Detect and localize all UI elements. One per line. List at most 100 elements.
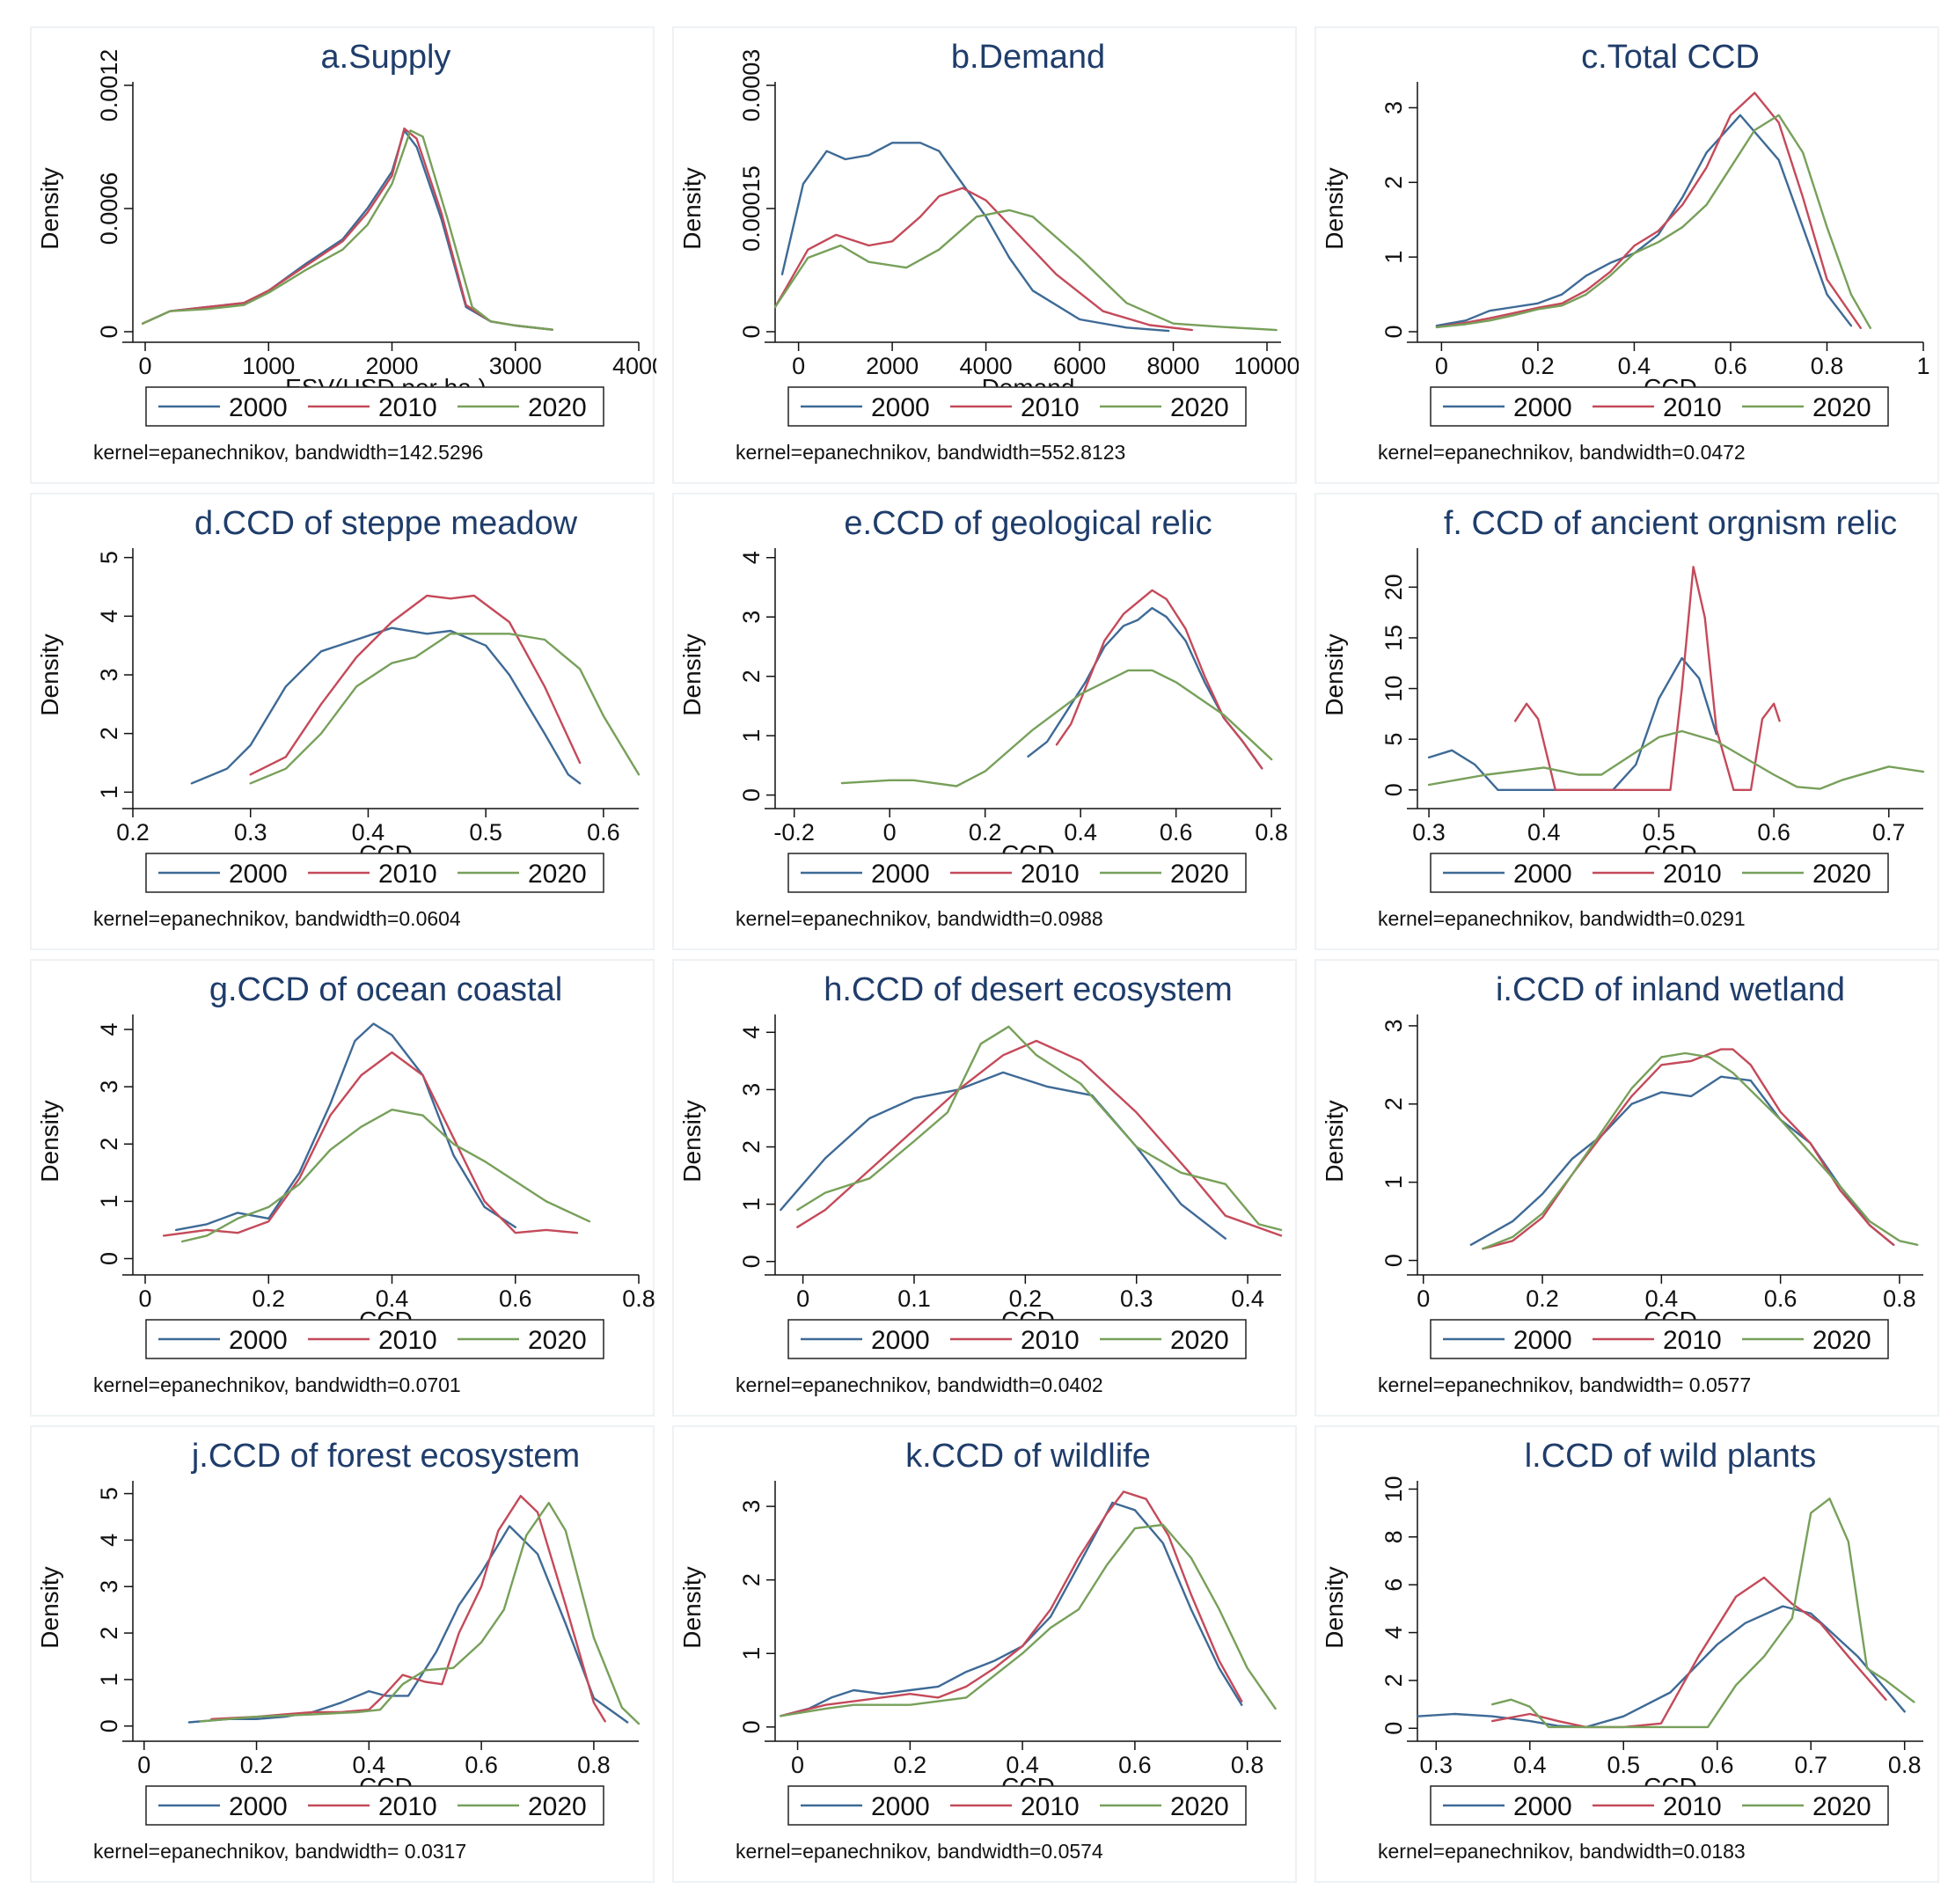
kernel-note: kernel=epanechnikov, bandwidth=0.0604 bbox=[93, 907, 461, 930]
y-tick-label: 0.0003 bbox=[738, 49, 765, 122]
y-tick-label: 3 bbox=[738, 611, 765, 624]
x-tick-label: 0 bbox=[137, 1752, 150, 1778]
y-tick-label: 0.0012 bbox=[96, 49, 122, 122]
legend-label: 2010 bbox=[1663, 393, 1722, 422]
y-axis-label: Density bbox=[678, 633, 706, 715]
legend-label: 2010 bbox=[378, 1792, 437, 1821]
kernel-note: kernel=epanechnikov, bandwidth=0.0402 bbox=[736, 1373, 1103, 1396]
y-axis-label: Density bbox=[678, 1566, 706, 1648]
chart-title: f. CCD of ancient orgnism relic bbox=[1444, 505, 1897, 542]
y-tick-label: 1 bbox=[738, 1647, 765, 1660]
y-tick-label: 0 bbox=[1380, 1254, 1407, 1267]
chart-title: i.CCD of inland wetland bbox=[1496, 971, 1845, 1008]
series-line-2000 bbox=[1427, 656, 1717, 791]
x-tick-label: 6000 bbox=[1053, 353, 1106, 379]
legend-label: 2000 bbox=[871, 1792, 930, 1821]
y-tick-label: 4 bbox=[96, 1023, 122, 1036]
series-line-2020 bbox=[773, 209, 1278, 332]
legend-label: 2000 bbox=[229, 393, 288, 422]
series-line-2020 bbox=[840, 669, 1273, 787]
x-tick-label: 0.3 bbox=[234, 819, 267, 846]
y-tick-label: 4 bbox=[738, 551, 765, 564]
x-tick-label: 0 bbox=[139, 353, 152, 379]
y-tick-label: 3 bbox=[738, 1500, 765, 1513]
x-tick-label: 0 bbox=[1417, 1285, 1430, 1312]
kernel-note: kernel=epanechnikov, bandwidth=0.0183 bbox=[1378, 1840, 1746, 1863]
series-line-2020 bbox=[199, 1501, 641, 1725]
y-axis-label: Density bbox=[678, 167, 706, 249]
legend-box bbox=[787, 1785, 1247, 1826]
legend-label: 2000 bbox=[229, 1326, 288, 1355]
legend-label: 2020 bbox=[1170, 1792, 1229, 1821]
legend-label: 2000 bbox=[871, 860, 930, 889]
series-line-2000 bbox=[190, 626, 582, 785]
x-tick-label: 0.1 bbox=[897, 1285, 931, 1312]
chart-svg: l.CCD of wild plants 0 2 4 6 8 10 0.3 0.4 0.5 0.6 0… bbox=[1321, 1438, 1923, 1863]
y-tick-label: 0 bbox=[738, 325, 765, 338]
chart-svg: c.Total CCD012300.20.40.60.81CCDDensity2… bbox=[1321, 39, 1930, 464]
y-tick-label: 2 bbox=[738, 1573, 765, 1586]
x-tick-label: 0.3 bbox=[1412, 819, 1446, 846]
series-line-2010 bbox=[162, 1051, 579, 1237]
y-tick-label: 0 bbox=[1380, 325, 1407, 338]
y-tick-label: 8 bbox=[1380, 1530, 1407, 1543]
y-axis-label: Density bbox=[1321, 1566, 1348, 1648]
y-tick-label: 2 bbox=[96, 1627, 122, 1640]
y-axis-label: Density bbox=[1321, 167, 1348, 249]
chart-title: g.CCD of ocean coastal bbox=[209, 971, 562, 1008]
y-tick-label: 0 bbox=[1380, 1722, 1407, 1735]
chart-panel: f. CCD of ancient orgnism relic 0 5 10 15 20 0… bbox=[1314, 493, 1939, 950]
kernel-note: kernel=epanechnikov, bandwidth=0.0472 bbox=[1378, 441, 1746, 464]
x-tick-label: 0.6 bbox=[1160, 819, 1193, 846]
series-line-2010 bbox=[1435, 92, 1862, 329]
series-line-2000 bbox=[1469, 1075, 1895, 1246]
chart-panel: k.CCD of wildlife012300.20.40.60.8CCDDen… bbox=[672, 1425, 1297, 1883]
chart-panel: i.CCD of inland wetland 0 1 2 3 0 0.2 0.4 0.6 0.8… bbox=[1314, 959, 1939, 1417]
legend-label: 2020 bbox=[528, 1326, 587, 1355]
y-tick-label: 1 bbox=[96, 786, 122, 799]
y-tick-label: 0 bbox=[738, 1720, 765, 1733]
series-line-2010 bbox=[796, 1039, 1283, 1237]
y-tick-label: 0 bbox=[96, 1252, 122, 1265]
legend-label: 2010 bbox=[1021, 860, 1080, 889]
x-tick-label: 8000 bbox=[1147, 353, 1200, 379]
x-tick-label: 0.2 bbox=[1521, 353, 1555, 379]
legend-box bbox=[787, 853, 1247, 893]
series-line-2000 bbox=[780, 1501, 1243, 1717]
y-tick-label: 1 bbox=[96, 1195, 122, 1208]
series-line-2000 bbox=[141, 129, 553, 331]
x-tick-label: 0.6 bbox=[1118, 1752, 1152, 1778]
chart-panel: h.CCD of desert ecosystem 0 1 2 3 4 0 0.1 0.2 0.3… bbox=[672, 959, 1297, 1417]
y-tick-label: 0 bbox=[96, 325, 122, 338]
y-tick-label: 1 bbox=[738, 1197, 765, 1211]
y-tick-label: 2 bbox=[738, 670, 765, 683]
kernel-note: kernel=epanechnikov, bandwidth=0.0291 bbox=[1378, 907, 1746, 930]
y-tick-label: 10 bbox=[1380, 676, 1407, 702]
chart-panel: j.CCD of forest ecosystem 0 1 2 3 4 5 0 0.2 0.4 0.… bbox=[30, 1425, 655, 1883]
chart-title: k.CCD of wildlife bbox=[905, 1438, 1151, 1475]
y-tick-label: 4 bbox=[96, 610, 122, 623]
y-tick-label: 0.0006 bbox=[96, 172, 122, 245]
legend-label: 2000 bbox=[229, 1792, 288, 1821]
legend-label: 2010 bbox=[1663, 1326, 1722, 1355]
x-tick-label: 0.8 bbox=[1811, 353, 1844, 379]
x-tick-label: 0 bbox=[139, 1285, 152, 1312]
x-tick-label: 0.4 bbox=[352, 819, 385, 846]
legend-label: 2020 bbox=[528, 393, 587, 422]
legend-label: 2020 bbox=[1812, 393, 1871, 422]
y-tick-label: 3 bbox=[96, 1080, 122, 1094]
legend-label: 2000 bbox=[1513, 1326, 1572, 1355]
y-tick-label: 1 bbox=[1380, 251, 1407, 264]
x-tick-label: 0.4 bbox=[376, 1285, 409, 1312]
series-line-2000 bbox=[174, 1022, 516, 1232]
x-tick-label: 0 bbox=[1435, 353, 1448, 379]
x-tick-label: 10000 bbox=[1234, 353, 1299, 379]
chart-title: h.CCD of desert ecosystem bbox=[824, 971, 1233, 1008]
x-tick-label: 0.8 bbox=[622, 1285, 655, 1312]
legend-label: 2020 bbox=[528, 860, 587, 889]
legend-label: 2020 bbox=[1812, 1792, 1871, 1821]
legend-box bbox=[145, 853, 604, 893]
x-tick-label: 0.4 bbox=[1527, 819, 1561, 846]
x-tick-label: 0.5 bbox=[469, 819, 502, 846]
chart-title: d.CCD of steppe meadow bbox=[194, 505, 578, 542]
